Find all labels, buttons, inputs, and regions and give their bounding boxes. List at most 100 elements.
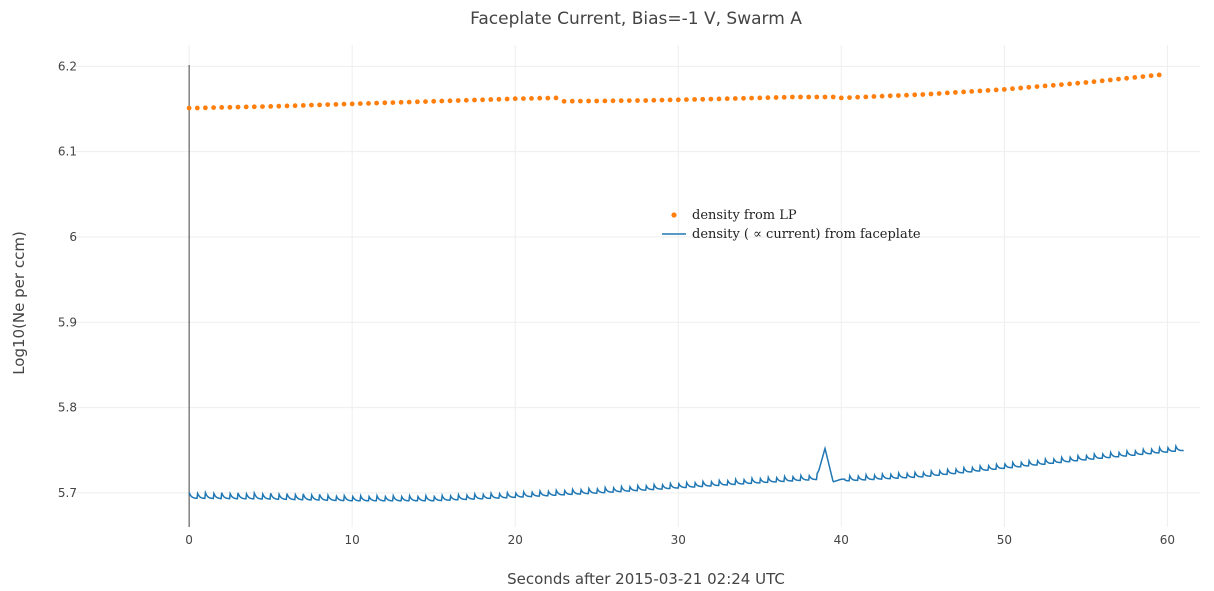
x-tick-labels: 0 10 20 30 40 50 60 [185,533,1175,547]
series-point-lp [944,90,950,96]
x-tick-label: 10 [345,533,360,547]
series-point-lp [243,104,249,110]
series-point-lp [1026,84,1032,90]
series-point-lp [993,87,999,93]
series-point-lp [423,99,428,104]
series-point-lp [879,93,885,99]
series-point-lp [521,96,526,101]
series-point-lp [366,101,371,106]
series-point-lp [251,104,257,110]
series-point-lp [292,103,298,109]
series-point-lp [749,95,754,101]
series-point-lp [455,98,461,103]
series-point-lp [977,88,983,94]
x-tick-label: 0 [185,533,193,547]
series-point-lp [594,98,600,104]
series-point-lp [349,101,355,107]
chart-title: Faceplate Current, Bias=-1 V, Swarm A [470,9,802,29]
series-point-lp [610,98,616,104]
series-point-lp [700,96,706,102]
series-point-lp [268,104,274,109]
series-point-lp [186,105,192,111]
series-point-lp [415,99,420,105]
series-point-lp [537,95,543,101]
series-point-lp [227,104,233,110]
series-point-lp [382,100,388,106]
series-point-lp [284,103,290,109]
series-point-lp [586,98,591,104]
series-point-lp [618,98,624,104]
series-point-lp [806,94,812,100]
legend-label-faceplate: density ( ∝ current) from faceplate [692,227,921,242]
series-point-lp [1059,82,1064,87]
series-point-lp [928,91,934,97]
series-point-lp [830,94,836,100]
legend-label-lp: density from LP [692,208,797,223]
series-point-lp [765,95,771,101]
grid-lines [75,45,1200,527]
series-point-lp [667,97,673,103]
series-point-lp [1140,74,1146,79]
series-point-lp [716,96,722,102]
series-point-lp [390,100,396,105]
series-point-lp [724,96,730,102]
legend[interactable]: density from LP density ( ∝ current) fro… [662,208,921,242]
series-point-lp [578,98,583,104]
series-point-lp [651,97,657,103]
series-point-lp [561,98,567,104]
series-point-lp [626,98,632,103]
series-line-faceplate [188,443,1184,502]
series-point-lp [1067,81,1072,87]
series-point-lp [276,103,282,109]
series-point-lp [871,94,877,99]
series-point-lp [757,95,763,101]
series-point-lp [1010,86,1015,92]
series-point-lp [904,92,909,98]
series-layer [186,72,1184,502]
legend-marker-lp [671,212,677,218]
series-point-lp [488,97,494,102]
series-point-lp [659,97,665,103]
series-point-lp [431,98,437,104]
series-point-lp [1116,76,1121,82]
series-point-lp [1107,77,1113,83]
series-point-lp [341,101,347,107]
series-point-lp [1018,85,1024,91]
series-point-lp [553,95,559,101]
y-tick-label: 5.9 [58,315,77,329]
series-point-lp [357,101,363,106]
series-point-lp [1034,84,1040,89]
series-point-lp [863,94,869,100]
series-point-lp [773,95,779,100]
series-point-lp [741,95,746,101]
y-tick-label: 5.7 [58,486,77,500]
series-point-lp [969,89,975,94]
series-point-lp [732,96,738,101]
series-point-lp [1075,80,1081,86]
series-point-lp [309,102,314,108]
y-tick-label: 6.1 [58,145,77,159]
series-point-lp [1091,79,1097,85]
series-point-lp [333,102,339,107]
series-point-lp [235,104,241,110]
series-point-lp [219,105,225,110]
series-point-lp [325,102,331,107]
series-point-lp [675,97,681,103]
series-point-lp [708,96,714,102]
series-point-lp [463,97,469,103]
series-point-lp [1124,75,1129,81]
series-point-lp [781,94,787,100]
series-point-lp [635,98,640,103]
series-point-lp [643,98,649,103]
y-tick-label: 6.2 [58,59,77,73]
series-point-lp [798,94,803,100]
series-point-lp [504,96,510,102]
series-point-lp [398,99,404,105]
x-tick-label: 60 [1160,533,1175,547]
series-point-lp [953,90,958,95]
series-point-lp [814,94,820,100]
series-point-lp [300,103,306,108]
series-point-lp [692,97,697,102]
y-axis-label: Log10(Ne per ccm) [10,231,28,375]
